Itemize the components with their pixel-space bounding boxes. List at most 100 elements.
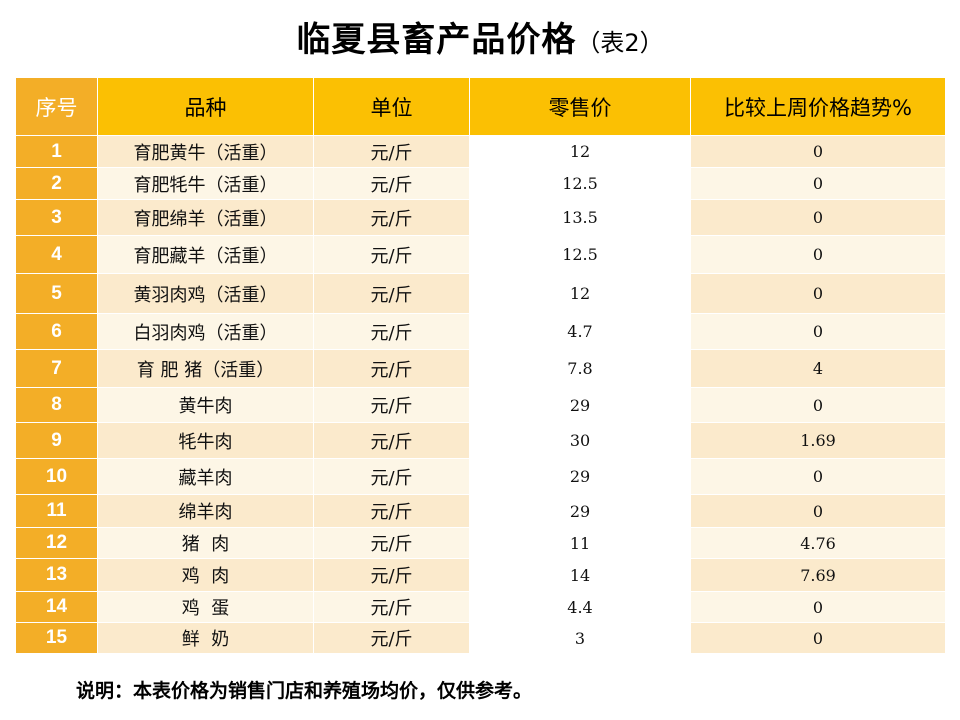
product-name: 育肥牦牛（活重） bbox=[97, 167, 314, 200]
weekly-change: 0 bbox=[690, 387, 946, 423]
product-name: 牦牛肉 bbox=[97, 422, 314, 459]
table-row: 11 绵羊肉 元/斤 29 0 bbox=[15, 494, 946, 528]
unit: 元/斤 bbox=[313, 235, 470, 274]
retail-price: 4.4 bbox=[469, 591, 691, 623]
retail-price: 12 bbox=[469, 273, 691, 314]
table-row: 8 黄牛肉 元/斤 29 0 bbox=[15, 387, 946, 423]
row-index: 13 bbox=[15, 558, 98, 592]
row-index: 9 bbox=[15, 422, 98, 459]
retail-price: 13.5 bbox=[469, 199, 691, 236]
title-sub: （表2） bbox=[576, 29, 664, 57]
product-name: 育肥藏羊（活重） bbox=[97, 235, 314, 274]
product-name: 绵羊肉 bbox=[97, 494, 314, 528]
weekly-change: 0 bbox=[690, 591, 946, 623]
product-name: 猪 肉 bbox=[97, 527, 314, 559]
weekly-change: 1.69 bbox=[690, 422, 946, 459]
weekly-change: 0 bbox=[690, 273, 946, 314]
weekly-change: 7.69 bbox=[690, 558, 946, 592]
weekly-change: 0 bbox=[690, 167, 946, 200]
row-index: 14 bbox=[15, 591, 98, 623]
retail-price: 12 bbox=[469, 135, 691, 168]
unit: 元/斤 bbox=[313, 422, 470, 459]
product-name: 藏羊肉 bbox=[97, 458, 314, 495]
weekly-change: 4.76 bbox=[690, 527, 946, 559]
table-row: 13 鸡 肉元/斤 14 7.69 bbox=[15, 558, 946, 592]
retail-price: 12.5 bbox=[469, 167, 691, 200]
unit: 元/斤 bbox=[313, 458, 470, 495]
table-header-row: 序号 品种 单位 零售价 比较上周价格趋势% bbox=[15, 77, 946, 136]
header-index: 序号 bbox=[15, 77, 98, 136]
product-name: 白羽肉鸡（活重） bbox=[97, 313, 314, 350]
row-index: 12 bbox=[15, 527, 98, 559]
page-title: 临夏县畜产品价格（表2） bbox=[0, 12, 960, 61]
row-index: 10 bbox=[15, 458, 98, 495]
retail-price: 14 bbox=[469, 558, 691, 592]
weekly-change: 0 bbox=[690, 135, 946, 168]
unit: 元/斤 bbox=[313, 273, 470, 314]
weekly-change: 0 bbox=[690, 199, 946, 236]
header-product: 品种 bbox=[97, 77, 314, 136]
product-name: 鸡 蛋 bbox=[97, 591, 314, 623]
product-name: 黄牛肉 bbox=[97, 387, 314, 423]
table-row: 9 牦牛肉 元/斤 30 1.69 bbox=[15, 422, 946, 459]
unit: 元/斤 bbox=[313, 135, 470, 168]
retail-price: 4.7 bbox=[469, 313, 691, 350]
unit: 元/斤 bbox=[313, 349, 470, 388]
row-index: 8 bbox=[15, 387, 98, 423]
row-index: 11 bbox=[15, 494, 98, 528]
row-index: 15 bbox=[15, 622, 98, 654]
row-index: 3 bbox=[15, 199, 98, 236]
product-name: 育肥黄牛（活重） bbox=[97, 135, 314, 168]
footnote: 说明：本表价格为销售门店和养殖场均价，仅供参考。 bbox=[76, 680, 533, 702]
table-row: 10 藏羊肉 元/斤 29 0 bbox=[15, 458, 946, 495]
product-name: 鲜 奶 bbox=[97, 622, 314, 654]
retail-price: 29 bbox=[469, 458, 691, 495]
row-index: 5 bbox=[15, 273, 98, 314]
row-index: 7 bbox=[15, 349, 98, 388]
retail-price: 7.8 bbox=[469, 349, 691, 388]
unit: 元/斤 bbox=[313, 622, 470, 654]
table-row: 6 白羽肉鸡（活重） 元/斤 4.7 0 bbox=[15, 313, 946, 350]
table-row: 14 鸡 蛋元/斤 4.4 0 bbox=[15, 591, 946, 623]
unit: 元/斤 bbox=[313, 387, 470, 423]
unit: 元/斤 bbox=[313, 558, 470, 592]
weekly-change: 0 bbox=[690, 458, 946, 495]
product-name: 育肥绵羊（活重） bbox=[97, 199, 314, 236]
table-row: 15 鲜 奶元/斤 3 0 bbox=[15, 622, 946, 654]
weekly-change: 0 bbox=[690, 235, 946, 274]
product-name: 育 肥 猪（活重） bbox=[97, 349, 314, 388]
table-row: 12 猪 肉元/斤 11 4.76 bbox=[15, 527, 946, 559]
product-name: 鸡 肉 bbox=[97, 558, 314, 592]
header-weekly-trend: 比较上周价格趋势% bbox=[690, 77, 946, 136]
table-row: 3 育肥绵羊（活重） 元/斤 13.5 0 bbox=[15, 199, 946, 236]
unit: 元/斤 bbox=[313, 199, 470, 236]
weekly-change: 0 bbox=[690, 494, 946, 528]
price-table: 序号 品种 单位 零售价 比较上周价格趋势% 1 育肥黄牛（活重） 元/斤 12 0 2 育… bbox=[15, 77, 946, 654]
unit: 元/斤 bbox=[313, 494, 470, 528]
retail-price: 29 bbox=[469, 494, 691, 528]
row-index: 6 bbox=[15, 313, 98, 350]
row-index: 4 bbox=[15, 235, 98, 274]
weekly-change: 0 bbox=[690, 313, 946, 350]
retail-price: 11 bbox=[469, 527, 691, 559]
unit: 元/斤 bbox=[313, 591, 470, 623]
unit: 元/斤 bbox=[313, 527, 470, 559]
retail-price: 3 bbox=[469, 622, 691, 654]
retail-price: 30 bbox=[469, 422, 691, 459]
unit: 元/斤 bbox=[313, 313, 470, 350]
table-row: 2 育肥牦牛（活重） 元/斤 12.5 0 bbox=[15, 167, 946, 200]
table-row: 4 育肥藏羊（活重） 元/斤 12.5 0 bbox=[15, 235, 946, 274]
unit: 元/斤 bbox=[313, 167, 470, 200]
weekly-change: 0 bbox=[690, 622, 946, 654]
header-unit: 单位 bbox=[313, 77, 470, 136]
retail-price: 12.5 bbox=[469, 235, 691, 274]
row-index: 1 bbox=[15, 135, 98, 168]
retail-price: 29 bbox=[469, 387, 691, 423]
product-name: 黄羽肉鸡（活重） bbox=[97, 273, 314, 314]
header-retail-price: 零售价 bbox=[469, 77, 691, 136]
weekly-change: 4 bbox=[690, 349, 946, 388]
table-row: 5 黄羽肉鸡（活重） 元/斤 12 0 bbox=[15, 273, 946, 314]
row-index: 2 bbox=[15, 167, 98, 200]
title-main: 临夏县畜产品价格 bbox=[296, 20, 577, 60]
